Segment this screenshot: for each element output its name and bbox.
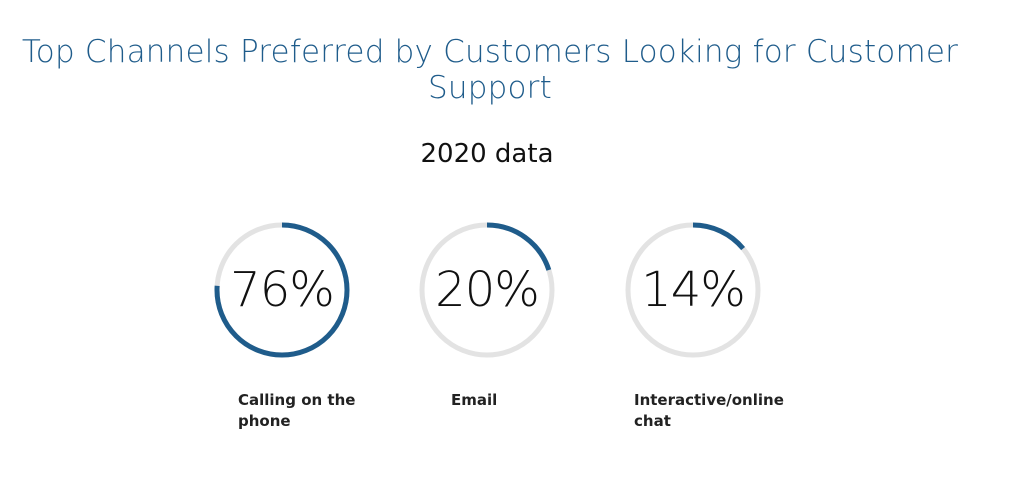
donut-email: 20% <box>417 220 557 360</box>
value-label-email: 20% <box>435 262 540 318</box>
value-label-chat: 14% <box>641 262 746 318</box>
chart-subtitle: 2020 data <box>420 139 554 169</box>
category-label-email: Email <box>451 391 498 409</box>
donut-svg-chat <box>625 222 761 358</box>
donut-arc-phone <box>214 222 350 358</box>
donut-phone: 76% <box>212 220 352 360</box>
donut-arc-email <box>419 222 555 358</box>
category-label-chat: Interactive/online chat <box>634 391 784 430</box>
donut-arc-chat <box>625 222 761 358</box>
category-label-phone: Calling on the phone <box>238 391 356 430</box>
value-label-phone: 76% <box>230 262 335 318</box>
chart-title: Top Channels Preferred by Customers Look… <box>21 34 959 106</box>
donut-svg-phone <box>214 222 350 358</box>
donut-chat: 14% <box>623 220 763 360</box>
donut-svg-email <box>419 222 555 358</box>
